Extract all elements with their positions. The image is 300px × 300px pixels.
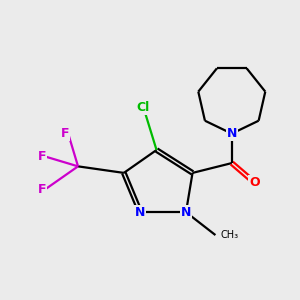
Text: N: N (135, 206, 146, 219)
Text: CH₃: CH₃ (220, 230, 238, 240)
Text: N: N (181, 206, 191, 219)
Text: F: F (38, 183, 46, 196)
Text: Cl: Cl (137, 101, 150, 114)
Text: N: N (226, 127, 237, 140)
Text: O: O (249, 176, 260, 189)
Text: F: F (38, 150, 46, 163)
Text: F: F (61, 127, 69, 140)
